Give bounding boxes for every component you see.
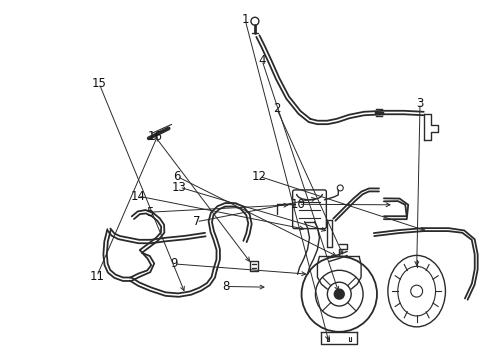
- Text: 1: 1: [241, 13, 249, 26]
- Text: 13: 13: [172, 181, 187, 194]
- Text: 11: 11: [89, 270, 104, 283]
- Text: 8: 8: [222, 280, 229, 293]
- Text: 6: 6: [173, 170, 181, 183]
- Text: 9: 9: [171, 257, 178, 270]
- Text: 12: 12: [252, 170, 267, 183]
- Text: 3: 3: [416, 97, 424, 110]
- FancyBboxPatch shape: [293, 190, 326, 229]
- Text: 15: 15: [92, 77, 106, 90]
- Text: 14: 14: [130, 190, 146, 203]
- Text: 2: 2: [273, 102, 280, 115]
- Circle shape: [334, 289, 344, 299]
- Text: 10: 10: [291, 198, 306, 211]
- Text: 16: 16: [147, 130, 163, 143]
- Text: 7: 7: [193, 215, 200, 228]
- Text: 5: 5: [147, 206, 154, 219]
- Text: 4: 4: [258, 54, 266, 67]
